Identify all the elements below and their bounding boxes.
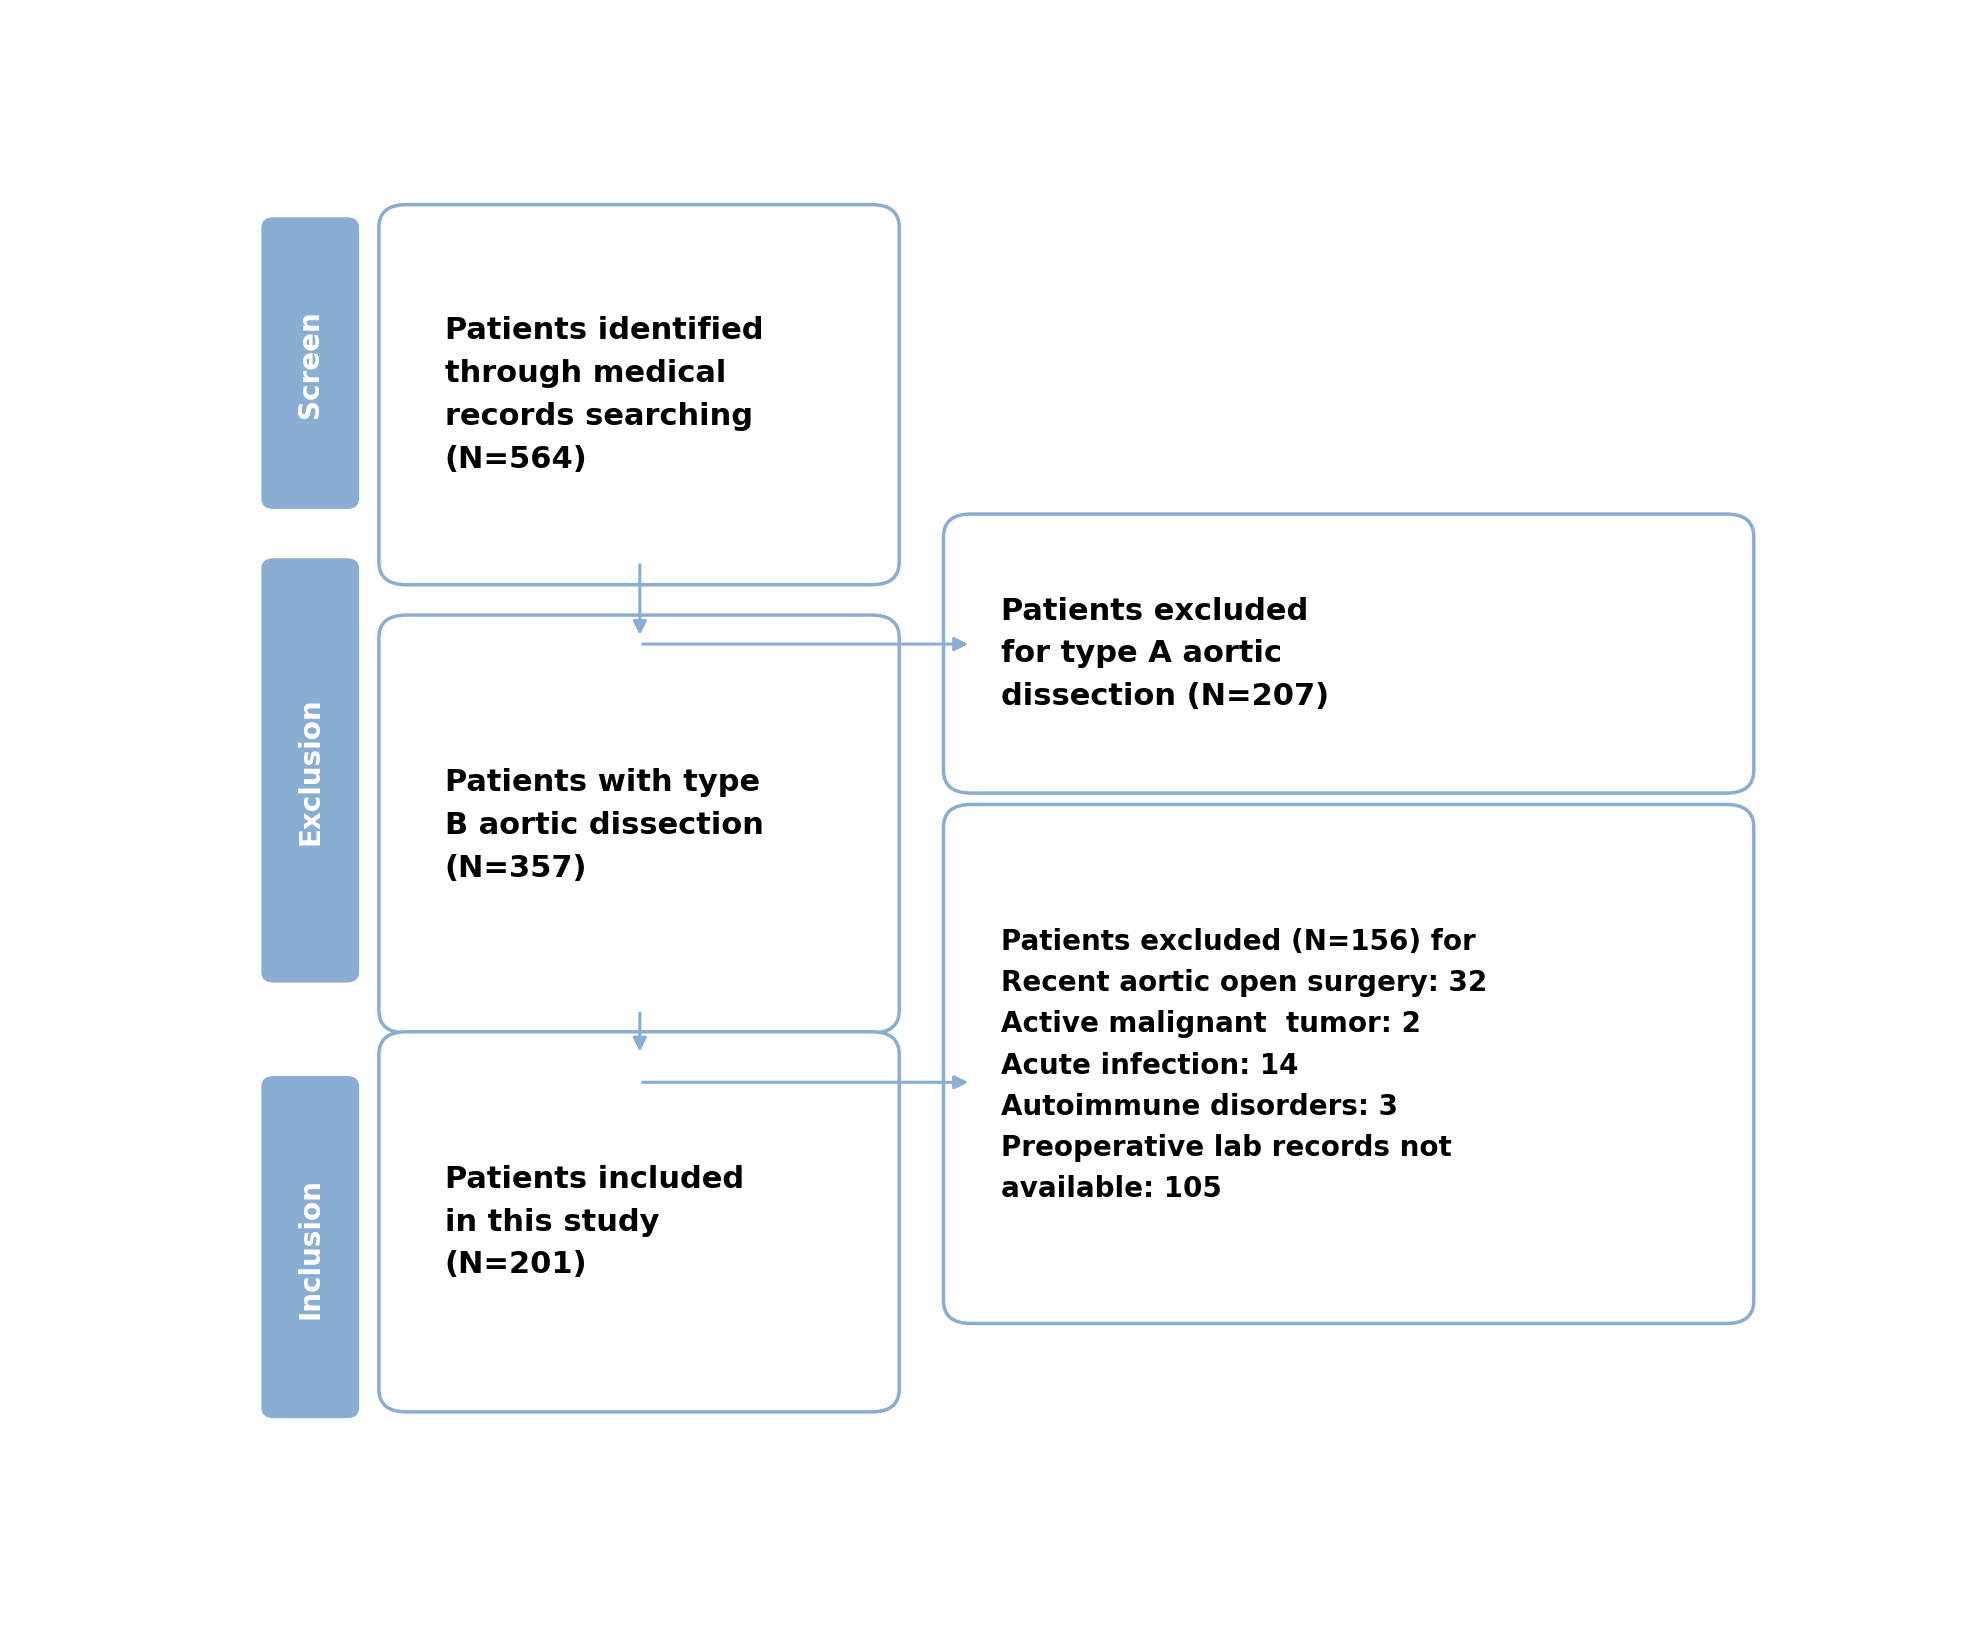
FancyBboxPatch shape — [943, 515, 1754, 793]
Text: Patients excluded
for type A aortic
dissection (N=207): Patients excluded for type A aortic diss… — [1002, 597, 1329, 711]
FancyBboxPatch shape — [378, 205, 900, 585]
Text: Exclusion: Exclusion — [295, 697, 325, 844]
FancyBboxPatch shape — [378, 616, 900, 1034]
FancyBboxPatch shape — [262, 218, 358, 510]
Text: Patients excluded (N=156) for
Recent aortic open surgery: 32
Active malignant  t: Patients excluded (N=156) for Recent aor… — [1002, 928, 1489, 1203]
Text: Screen: Screen — [295, 310, 325, 418]
FancyBboxPatch shape — [262, 559, 358, 983]
FancyBboxPatch shape — [262, 1077, 358, 1418]
Text: Patients with type
B aortic dissection
(N=357): Patients with type B aortic dissection (… — [445, 769, 764, 882]
Text: Patients identified
through medical
records searching
(N=564): Patients identified through medical reco… — [445, 316, 764, 474]
Text: Patients included
in this study
(N=201): Patients included in this study (N=201) — [445, 1164, 744, 1278]
Text: Inclusion: Inclusion — [295, 1177, 325, 1318]
FancyBboxPatch shape — [378, 1033, 900, 1413]
FancyBboxPatch shape — [943, 805, 1754, 1324]
